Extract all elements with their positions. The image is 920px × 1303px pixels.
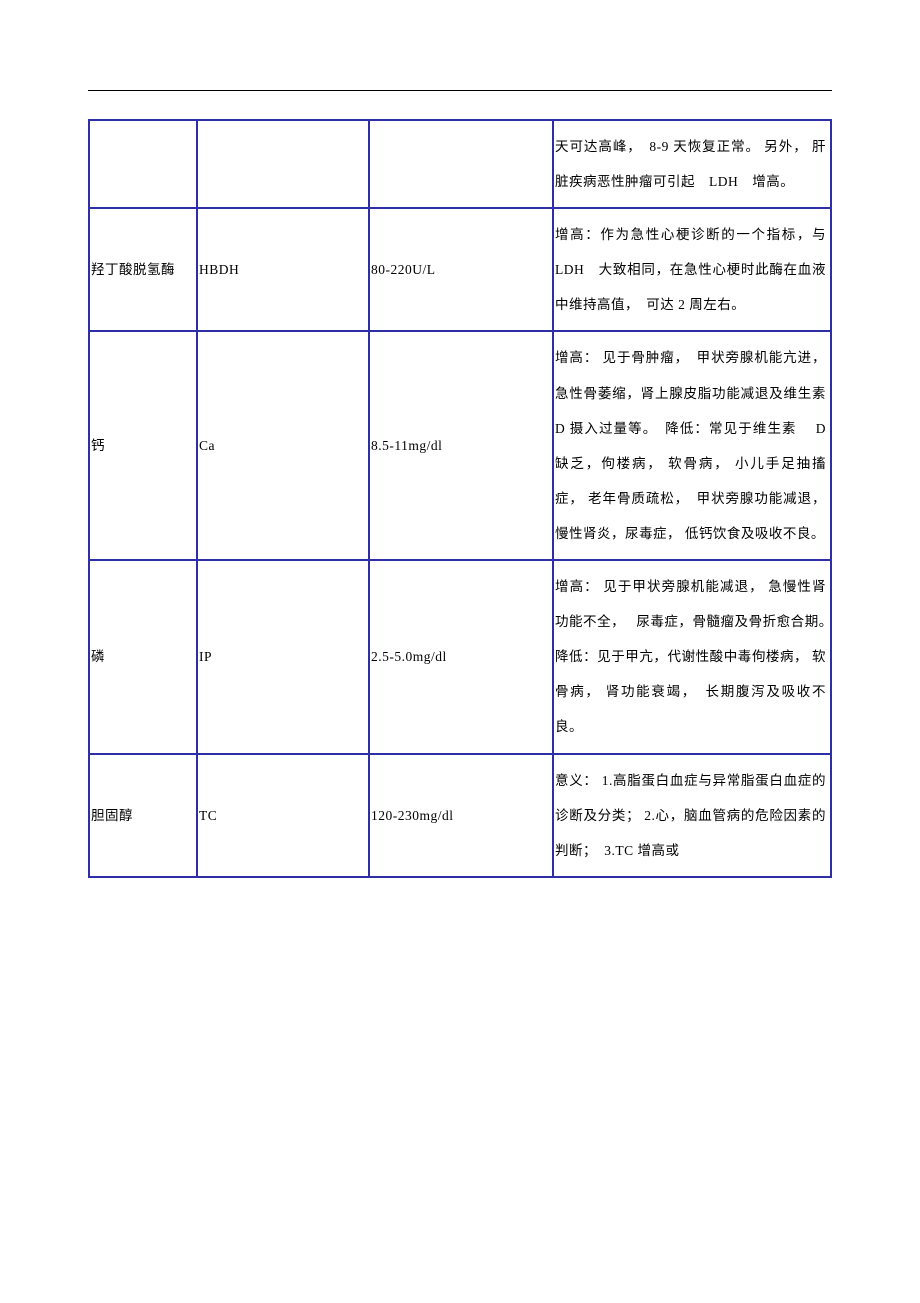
cell-name bbox=[89, 120, 197, 208]
parameter-name: 磷 bbox=[90, 633, 196, 680]
parameter-description: 增高：作为急性心梗诊断的一个指标，与 LDH 大致相同，在急性心梗时此酶在血液中… bbox=[554, 209, 830, 330]
parameter-range bbox=[370, 158, 552, 170]
cell-desc: 增高：作为急性心梗诊断的一个指标，与 LDH 大致相同，在急性心梗时此酶在血液中… bbox=[553, 208, 831, 331]
cell-abbr: IP bbox=[197, 560, 369, 753]
parameter-abbr: TC bbox=[198, 792, 368, 839]
cell-abbr: TC bbox=[197, 754, 369, 877]
cell-name: 羟丁酸脱氢酶 bbox=[89, 208, 197, 331]
table-row: 羟丁酸脱氢酶 HBDH 80-220U/L 增高：作为急性心梗诊断的一个指标，与… bbox=[89, 208, 831, 331]
parameter-description: 增高： 见于骨肿瘤， 甲状旁腺机能亢进， 急性骨萎缩，肾上腺皮脂功能减退及维生素… bbox=[554, 332, 830, 559]
table-row: 磷 IP 2.5-5.0mg/dl 增高： 见于甲状旁腺机能减退， 急慢性肾功能… bbox=[89, 560, 831, 753]
cell-abbr: Ca bbox=[197, 331, 369, 560]
cell-range: 120-230mg/dl bbox=[369, 754, 553, 877]
table-row: 天可达高峰， 8-9 天恢复正常。 另外， 肝脏疾病恶性肿瘤可引起 LDH 增高… bbox=[89, 120, 831, 208]
parameter-abbr: IP bbox=[198, 633, 368, 680]
parameter-range: 120-230mg/dl bbox=[370, 792, 552, 839]
parameter-abbr: Ca bbox=[198, 422, 368, 469]
parameter-name: 钙 bbox=[90, 422, 196, 469]
parameter-description: 意义： 1.高脂蛋白血症与异常脂蛋白血症的诊断及分类； 2.心，脑血管病的危险因… bbox=[554, 755, 830, 876]
header-rule bbox=[88, 90, 832, 91]
cell-name: 磷 bbox=[89, 560, 197, 753]
parameter-abbr bbox=[198, 158, 368, 170]
parameter-range: 80-220U/L bbox=[370, 246, 552, 293]
parameter-name bbox=[90, 158, 196, 170]
cell-range: 2.5-5.0mg/dl bbox=[369, 560, 553, 753]
document-page: 天可达高峰， 8-9 天恢复正常。 另外， 肝脏疾病恶性肿瘤可引起 LDH 增高… bbox=[0, 0, 920, 938]
cell-name: 钙 bbox=[89, 331, 197, 560]
table-row: 钙 Ca 8.5-11mg/dl 增高： 见于骨肿瘤， 甲状旁腺机能亢进， 急性… bbox=[89, 331, 831, 560]
parameter-abbr: HBDH bbox=[198, 246, 368, 293]
parameter-description: 天可达高峰， 8-9 天恢复正常。 另外， 肝脏疾病恶性肿瘤可引起 LDH 增高… bbox=[554, 121, 830, 207]
parameter-range: 2.5-5.0mg/dl bbox=[370, 633, 552, 680]
cell-range bbox=[369, 120, 553, 208]
parameter-description: 增高： 见于甲状旁腺机能减退， 急慢性肾功能不全， 尿毒症，骨髓瘤及骨折愈合期。… bbox=[554, 561, 830, 752]
table-row: 胆固醇 TC 120-230mg/dl 意义： 1.高脂蛋白血症与异常脂蛋白血症… bbox=[89, 754, 831, 877]
cell-abbr: HBDH bbox=[197, 208, 369, 331]
cell-range: 8.5-11mg/dl bbox=[369, 331, 553, 560]
cell-desc: 意义： 1.高脂蛋白血症与异常脂蛋白血症的诊断及分类； 2.心，脑血管病的危险因… bbox=[553, 754, 831, 877]
cell-desc: 天可达高峰， 8-9 天恢复正常。 另外， 肝脏疾病恶性肿瘤可引起 LDH 增高… bbox=[553, 120, 831, 208]
cell-name: 胆固醇 bbox=[89, 754, 197, 877]
parameter-range: 8.5-11mg/dl bbox=[370, 422, 552, 469]
medical-parameters-table: 天可达高峰， 8-9 天恢复正常。 另外， 肝脏疾病恶性肿瘤可引起 LDH 增高… bbox=[88, 119, 832, 878]
cell-desc: 增高： 见于骨肿瘤， 甲状旁腺机能亢进， 急性骨萎缩，肾上腺皮脂功能减退及维生素… bbox=[553, 331, 831, 560]
cell-range: 80-220U/L bbox=[369, 208, 553, 331]
cell-abbr bbox=[197, 120, 369, 208]
cell-desc: 增高： 见于甲状旁腺机能减退， 急慢性肾功能不全， 尿毒症，骨髓瘤及骨折愈合期。… bbox=[553, 560, 831, 753]
parameter-name: 羟丁酸脱氢酶 bbox=[90, 246, 196, 293]
parameter-name: 胆固醇 bbox=[90, 792, 196, 839]
